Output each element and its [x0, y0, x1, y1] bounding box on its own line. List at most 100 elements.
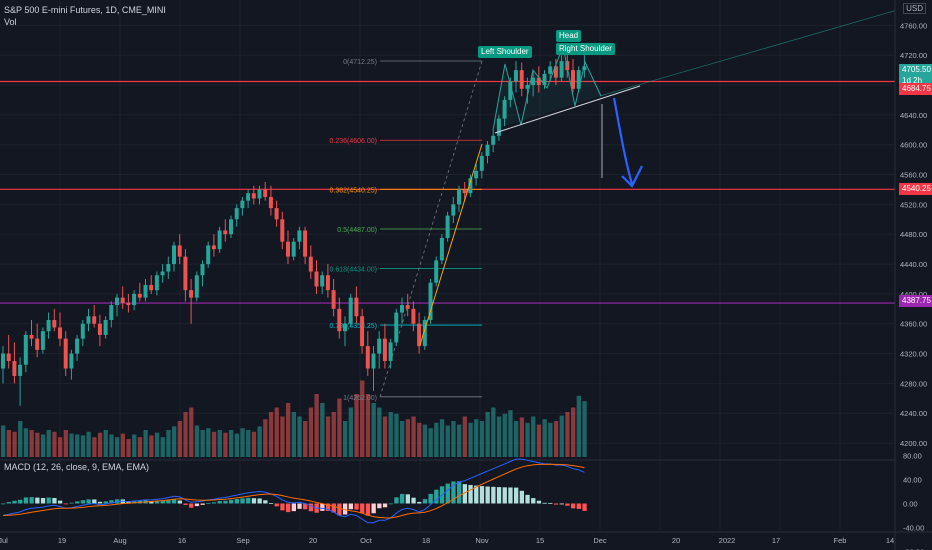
macd-histogram-bar — [160, 500, 165, 504]
volume-bar — [354, 394, 359, 457]
time-tick-label: Nov — [475, 536, 489, 545]
candle-body — [519, 70, 524, 89]
resistance-line-price-badge: 4684.75 — [899, 83, 932, 95]
time-tick-label: Aug — [113, 536, 126, 545]
macd-histogram-bar — [474, 485, 479, 504]
candle-body — [325, 275, 330, 291]
candle-body — [405, 305, 410, 309]
macd-tick-label: -40.00 — [903, 524, 924, 533]
macd-tick-label: 40.00 — [903, 476, 922, 485]
volume-bar — [314, 394, 319, 457]
macd-histogram-bar — [75, 501, 80, 504]
pattern-drawings[interactable] — [419, 0, 932, 346]
candle-body — [348, 297, 353, 324]
price-tick-label: 4400.00 — [900, 290, 927, 299]
candle-body — [286, 241, 290, 257]
volume-bar — [92, 437, 97, 457]
left-shoulder-label[interactable]: Left Shoulder — [478, 46, 532, 58]
macd-histogram-bar — [303, 503, 308, 510]
macd-histogram-bar — [308, 503, 314, 512]
macd-histogram-bar — [445, 483, 450, 504]
candle-body — [126, 302, 131, 306]
candle-body — [479, 155, 484, 171]
candle-body — [559, 61, 564, 78]
fibonacci-retracement[interactable]: 0(4712.25) 0.236(4606.00) 0.382(4540.25) 0.… — [330, 59, 483, 402]
time-tick-label: Jul — [0, 536, 8, 545]
volume-bar — [211, 431, 217, 457]
candle-body — [120, 297, 125, 303]
candle-body — [280, 219, 285, 242]
currency-badge[interactable]: USD — [903, 3, 926, 14]
candle-body — [137, 293, 142, 298]
volume-bar — [52, 431, 57, 457]
volume-bar — [434, 422, 439, 457]
macd-histogram-bar — [177, 500, 182, 504]
trend-extension-line — [599, 0, 932, 97]
candle-body — [194, 275, 199, 298]
macd-histogram-bar — [126, 501, 131, 504]
fib-level-label: 0.382(4540.25) — [330, 187, 377, 194]
time-tick-label: 19 — [58, 536, 66, 545]
macd-histogram-bar — [514, 487, 519, 504]
volume-bar — [411, 416, 416, 457]
volume-bar — [325, 416, 331, 457]
volume-bar — [23, 428, 29, 457]
volume-bar — [115, 437, 120, 457]
candle-body — [445, 215, 450, 238]
macd-histogram-bar — [491, 486, 496, 504]
candle-body — [428, 282, 433, 321]
macd-histogram-bar — [485, 486, 490, 504]
volume-bar — [35, 432, 40, 457]
volume-bar — [508, 410, 513, 457]
right-shoulder-label[interactable]: Right Shoulder — [556, 43, 615, 55]
neckline — [494, 85, 641, 134]
macd-histogram-bar — [451, 481, 456, 504]
volume-bar — [519, 417, 524, 457]
candle-body — [160, 271, 165, 276]
macd-histogram-bar — [320, 503, 325, 511]
candle-body — [571, 70, 575, 89]
symbol-title[interactable]: S&P 500 E-mini Futures, 1D, CME_MINI — [4, 5, 166, 15]
time-tick-label: 15 — [536, 536, 544, 545]
candle-body — [52, 320, 57, 328]
candle-body — [411, 308, 416, 324]
macd-histogram-bar — [46, 497, 51, 504]
volume-bars — [1, 380, 587, 457]
volume-bar — [514, 421, 519, 457]
candle-body — [12, 361, 17, 376]
candle-body — [382, 338, 387, 362]
candle-body — [257, 189, 262, 199]
volume-bar — [291, 412, 296, 457]
volume-bar — [468, 422, 473, 457]
volume-bar — [18, 421, 23, 457]
price-tick-label: 4440.00 — [900, 260, 927, 269]
macd-histogram-bar — [291, 503, 296, 512]
macd-line — [2, 458, 585, 524]
candle-body — [40, 331, 45, 350]
volume-bar — [223, 432, 228, 457]
macd-label[interactable]: MACD (12, 26, close, 9, EMA, EMA) — [4, 462, 150, 472]
macd-histogram-bar — [531, 498, 536, 504]
macd-histogram-bar — [382, 503, 388, 508]
candle-body — [97, 323, 102, 335]
volume-bar — [189, 407, 194, 457]
volume-bar — [40, 434, 46, 457]
fib-level-label: 0.236(4606.00) — [330, 138, 377, 145]
current-price: 4705.50 — [902, 65, 931, 74]
time-tick-label: 14 — [886, 536, 894, 545]
volume-bar — [303, 421, 308, 457]
macd-histogram-bar — [257, 498, 262, 504]
volume-bar — [542, 419, 547, 457]
head-label[interactable]: Head — [556, 30, 582, 42]
volume-bar — [154, 432, 160, 457]
volume-bar — [229, 430, 234, 457]
volume-bar — [536, 424, 542, 457]
candle-body — [206, 245, 211, 265]
macd-histogram-bar — [109, 500, 114, 504]
time-tick-label: 20 — [309, 536, 317, 545]
candle-body — [291, 241, 296, 257]
candle-body — [172, 245, 176, 265]
volume-bar — [343, 421, 348, 457]
macd-tick-label: -80.00 — [903, 548, 924, 550]
